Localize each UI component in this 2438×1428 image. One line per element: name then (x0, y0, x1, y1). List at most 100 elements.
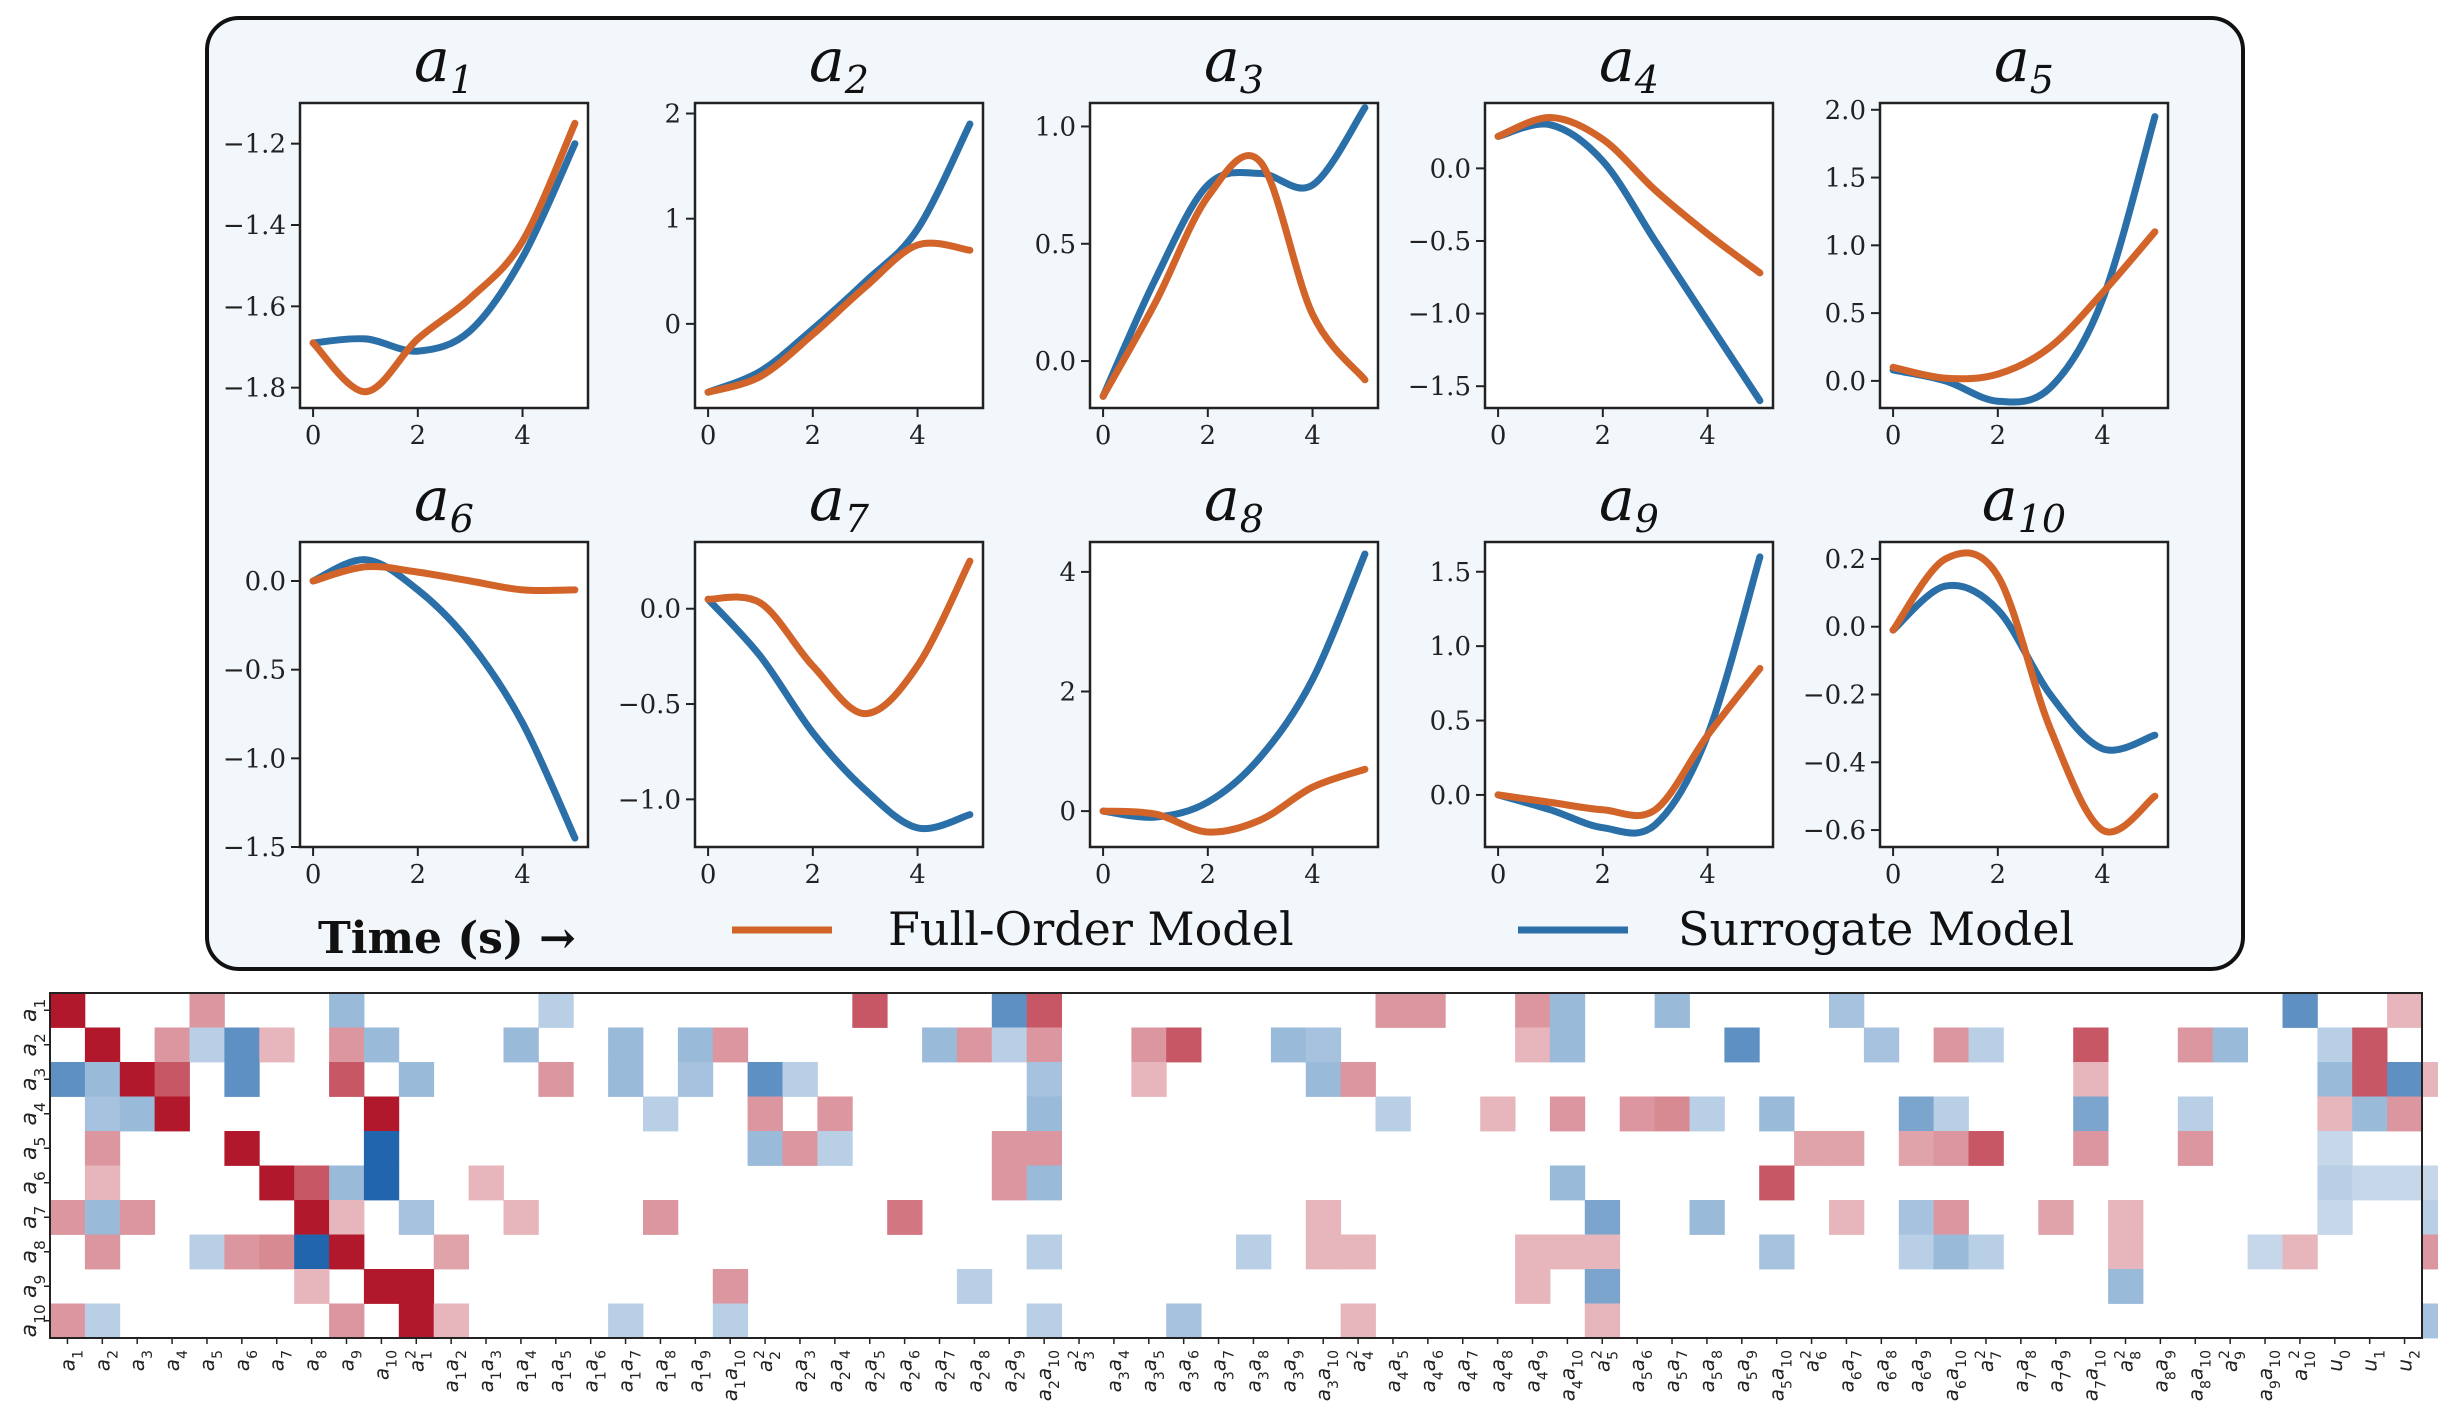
x-tick-label: 2 (1990, 860, 2007, 890)
legend-label-full-order: Full-Order Model (888, 902, 1294, 956)
series-line-full-order (704, 239, 974, 396)
x-tick-label: 2 (1990, 421, 2007, 451)
heatmap-column-label: a3a4 (1102, 1350, 1133, 1392)
heatmap-cell (2352, 1027, 2388, 1063)
heatmap-cell (1968, 1234, 2004, 1270)
heatmap-cell (363, 1165, 400, 1201)
x-tick-label: 0 (1095, 860, 1112, 890)
y-tick-label: 0.2 (1825, 545, 1866, 575)
heatmap-cell (329, 1165, 365, 1201)
heatmap-column-label: a9a10 (2253, 1350, 2284, 1401)
heatmap-cell (363, 1269, 400, 1304)
y-tick-label: 0 (1059, 797, 1076, 827)
heatmap-column-label: a3a8 (1241, 1350, 1272, 1392)
heatmap-row-label: a1 (17, 999, 49, 1022)
heatmap-cell (363, 1027, 400, 1063)
heatmap-cell (329, 1027, 365, 1063)
y-tick-label: −1.2 (223, 130, 286, 160)
heatmap-cell (677, 1027, 714, 1063)
heatmap-cell (956, 1269, 993, 1304)
series-line-surrogate (309, 140, 579, 355)
y-tick-label: 0.5 (1035, 230, 1076, 260)
heatmap-cell (608, 1062, 644, 1097)
legend-label-surrogate: Surrogate Model (1678, 902, 2074, 956)
heatmap-cell (1026, 1096, 1062, 1132)
heatmap-cell (817, 1131, 853, 1166)
heatmap-cell (1933, 1234, 1969, 1270)
heatmap-cell (2038, 1200, 2074, 1235)
heatmap-cell (433, 1303, 469, 1339)
heatmap-column-label: a82 (2113, 1350, 2145, 1372)
heatmap-cell (1026, 1165, 1062, 1201)
heatmap-column-label: a4 (160, 1350, 191, 1371)
series-line-full-order (1099, 765, 1369, 836)
heatmap-column-label: a2a4 (823, 1350, 854, 1392)
heatmap-column-label: a6 (230, 1350, 261, 1371)
heatmap-cell (2212, 1027, 2248, 1063)
heatmap-column-label: a2a3 (788, 1350, 819, 1392)
y-tick-label: 0.0 (1430, 781, 1471, 811)
heatmap-cell (363, 1096, 400, 1132)
y-tick-label: −1.8 (223, 374, 286, 404)
heatmap-cell (50, 1062, 86, 1097)
heatmap-cell (1689, 1096, 1725, 1132)
heatmap-cell (1549, 1096, 1586, 1132)
heatmap-cell (1968, 1027, 2004, 1063)
heatmap-cell (1654, 993, 1690, 1028)
heatmap-cell (84, 1096, 121, 1132)
heatmap-cell (608, 1027, 644, 1063)
heatmap-cell (1515, 993, 1551, 1028)
heatmap-cell (1898, 1131, 1935, 1166)
heatmap-column-label: a5 (195, 1350, 226, 1371)
x-tick-label: 4 (514, 860, 531, 890)
heatmap-cell (2282, 993, 2318, 1028)
plot-area (693, 540, 985, 849)
heatmap-column-label: a2a7 (928, 1350, 959, 1392)
heatmap-column-label: a5a7 (1660, 1350, 1691, 1392)
heatmap-cell (991, 1165, 1028, 1201)
series-line-full-order (309, 119, 579, 396)
heatmap-cell (2317, 1200, 2353, 1235)
heatmap-cell (1584, 1303, 1621, 1339)
heatmap-cell (329, 1062, 365, 1097)
y-tick-label: 0.0 (245, 567, 286, 597)
heatmap-cell (329, 1200, 365, 1235)
heatmap-cell (2422, 1165, 2438, 1201)
heatmap-cell (712, 1269, 749, 1304)
heatmap-frame (49, 992, 2423, 1339)
heatmap-column-label: a2a9 (997, 1350, 1028, 1392)
heatmap-cell (398, 1062, 435, 1097)
heatmap-cell (1410, 993, 1446, 1028)
subplot-title: a3 (1204, 26, 1264, 102)
heatmap-cell (1026, 1303, 1062, 1339)
heatmap-column-label: a6a8 (1869, 1350, 1900, 1392)
heatmap-column-label: a4a8 (1486, 1350, 1517, 1392)
heatmap-column-label: a1a10 (718, 1350, 749, 1401)
heatmap-cell (1794, 1131, 1830, 1166)
heatmap-column-label: a1a9 (683, 1350, 714, 1392)
plot-area (1483, 540, 1775, 849)
heatmap-cell (2247, 1234, 2283, 1270)
heatmap-cell (712, 1303, 749, 1339)
heatmap-cell (2387, 993, 2423, 1028)
heatmap-column-label: u0 (2323, 1350, 2354, 1372)
subplot-title: a5 (1994, 26, 2054, 102)
subplot-a1: a1 −1.8 −1.6 −1.4 −1.2 0 2 4 (223, 26, 590, 451)
heatmap-column-label: a1a6 (579, 1350, 610, 1392)
heatmap-cell (2317, 1062, 2353, 1097)
heatmap-cell (2317, 1096, 2353, 1132)
heatmap-column-label: a3a5 (1137, 1350, 1168, 1392)
subplot-title: a2 (809, 26, 869, 102)
heatmap-cell (677, 1062, 714, 1097)
heatmap-cell (1270, 1027, 1307, 1063)
heatmap-row-label: a8 (17, 1240, 49, 1263)
heatmap-cell (2387, 1062, 2423, 1097)
series-line-surrogate (1494, 120, 1764, 405)
heatmap-cell (119, 1062, 156, 1097)
heatmap-cell (1689, 1200, 1725, 1235)
x-tick-label: 4 (1699, 421, 1716, 451)
subplot-a3: a3 0.0 0.5 1.0 0 2 4 (1035, 26, 1380, 451)
x-tick-label: 4 (1699, 860, 1716, 890)
heatmap-cell (1549, 1234, 1586, 1270)
